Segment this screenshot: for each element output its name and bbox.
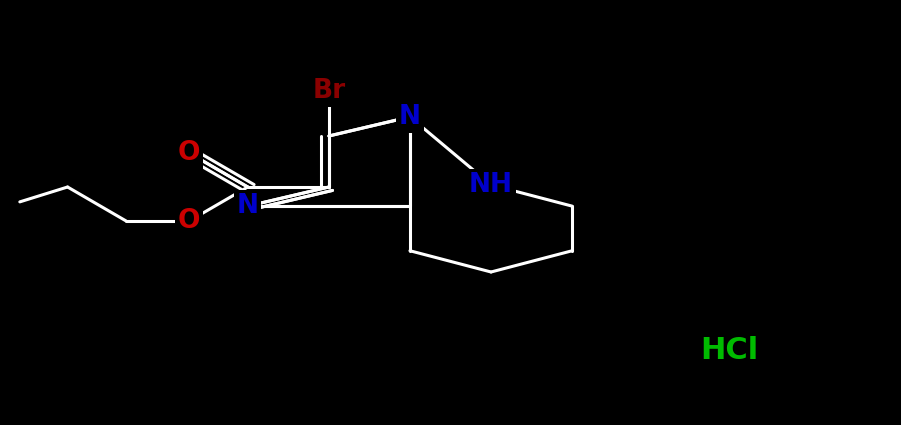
Text: N: N xyxy=(399,104,421,130)
Text: O: O xyxy=(178,140,200,166)
Text: Br: Br xyxy=(313,78,345,105)
Text: HCl: HCl xyxy=(701,336,759,365)
Text: NH: NH xyxy=(469,172,513,198)
Text: O: O xyxy=(178,208,200,234)
Text: N: N xyxy=(237,193,259,219)
